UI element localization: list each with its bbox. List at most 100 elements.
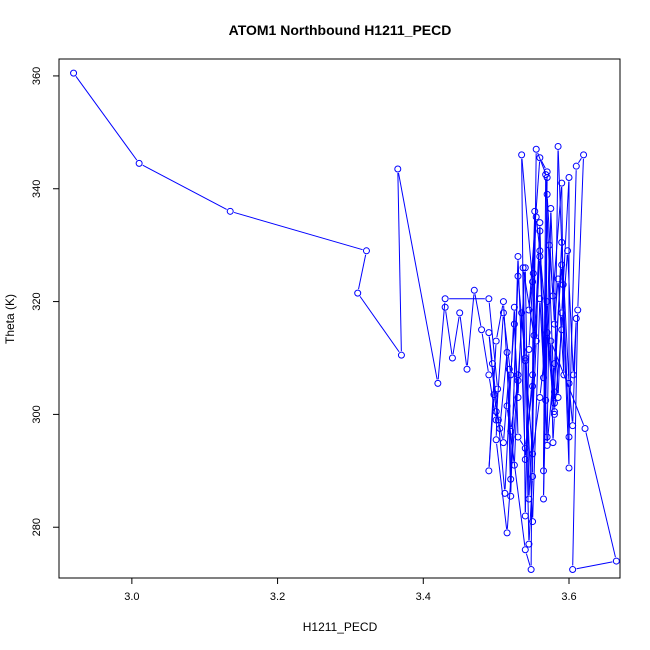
data-point bbox=[507, 492, 515, 500]
data-point bbox=[503, 529, 511, 537]
data-point bbox=[529, 472, 537, 480]
data-point bbox=[521, 354, 529, 362]
data-point bbox=[394, 165, 402, 173]
data-point bbox=[510, 320, 518, 328]
data-point bbox=[529, 371, 537, 379]
chart-title: ATOM1 Northbound H1211_PECD bbox=[229, 22, 452, 38]
data-point bbox=[550, 360, 558, 368]
series-segment bbox=[459, 316, 467, 366]
data-point bbox=[529, 450, 537, 458]
series-segment bbox=[398, 172, 438, 380]
data-point bbox=[543, 441, 551, 449]
data-point bbox=[503, 348, 511, 356]
x-tick-label: 3.4 bbox=[416, 591, 431, 603]
series-segment bbox=[541, 161, 546, 169]
y-tick-label: 340 bbox=[31, 180, 43, 198]
data-point bbox=[543, 190, 551, 198]
data-point bbox=[499, 309, 507, 317]
data-point bbox=[514, 433, 522, 441]
series-segment bbox=[524, 364, 533, 518]
series-segment bbox=[577, 158, 584, 307]
data-point bbox=[494, 385, 502, 393]
series-segment bbox=[568, 170, 577, 433]
data-point bbox=[550, 399, 558, 407]
data-point bbox=[558, 261, 566, 269]
data-point bbox=[554, 275, 562, 283]
series-segment bbox=[572, 314, 579, 566]
data-point bbox=[560, 371, 568, 379]
series-segment bbox=[552, 418, 555, 439]
series-segment bbox=[547, 336, 555, 388]
data-point bbox=[226, 207, 234, 215]
data-point bbox=[572, 162, 580, 170]
data-point bbox=[581, 425, 589, 433]
data-point bbox=[514, 272, 522, 280]
series-segment bbox=[499, 356, 508, 425]
data-point bbox=[456, 309, 464, 317]
x-axis-label: H1211_PECD bbox=[303, 620, 378, 634]
data-point bbox=[529, 269, 537, 277]
data-point bbox=[70, 69, 78, 77]
y-tick-label: 360 bbox=[31, 67, 43, 85]
data-point bbox=[554, 142, 562, 150]
series-segment bbox=[498, 423, 506, 490]
data-point bbox=[354, 289, 362, 297]
series-segment bbox=[142, 164, 227, 210]
data-point bbox=[514, 377, 522, 385]
data-point bbox=[565, 433, 573, 441]
data-point bbox=[543, 173, 551, 181]
series-segment bbox=[75, 76, 138, 161]
series-segment bbox=[521, 158, 533, 278]
series-segment bbox=[522, 271, 530, 541]
data-point bbox=[572, 315, 580, 322]
y-axis: 280 300 320 340 360 bbox=[31, 67, 60, 536]
y-axis-label: Theta (K) bbox=[3, 294, 17, 344]
data-point bbox=[525, 306, 533, 314]
data-point bbox=[580, 151, 588, 159]
data-point bbox=[507, 475, 515, 483]
series-segment bbox=[488, 336, 497, 408]
data-point bbox=[536, 252, 544, 260]
series-segment bbox=[561, 187, 565, 371]
series-segment bbox=[233, 211, 363, 251]
series-segment bbox=[525, 553, 531, 566]
data-point bbox=[492, 416, 500, 424]
data-point bbox=[559, 281, 567, 289]
series-segment bbox=[519, 440, 524, 446]
data-point bbox=[532, 337, 540, 345]
data-point bbox=[507, 371, 515, 379]
data-point bbox=[536, 393, 544, 401]
series-segment bbox=[578, 157, 582, 164]
data-point bbox=[550, 410, 558, 418]
series-segment bbox=[551, 344, 585, 425]
data-point bbox=[521, 444, 529, 452]
data-point bbox=[536, 295, 544, 303]
series-segment bbox=[546, 198, 555, 321]
series-segment bbox=[514, 328, 519, 394]
data-point bbox=[521, 357, 529, 365]
data-point bbox=[135, 159, 143, 167]
series-segment bbox=[585, 432, 616, 558]
data-point bbox=[549, 439, 557, 447]
x-axis: 3.0 3.2 3.4 3.6 bbox=[124, 577, 577, 603]
data-point bbox=[485, 295, 493, 303]
data-point bbox=[525, 540, 533, 548]
data-point bbox=[527, 566, 535, 574]
data-point bbox=[490, 391, 498, 399]
data-point bbox=[518, 151, 526, 159]
data-point bbox=[519, 264, 527, 272]
data-point bbox=[510, 303, 518, 311]
series-segment bbox=[554, 246, 563, 388]
series-segment bbox=[358, 254, 367, 290]
data-point bbox=[501, 489, 509, 497]
series-segment bbox=[503, 316, 511, 371]
data-point bbox=[499, 439, 507, 447]
data-point bbox=[494, 416, 502, 424]
series-segment bbox=[568, 387, 573, 422]
data-point bbox=[485, 329, 493, 337]
data-point bbox=[565, 173, 573, 181]
series-segment bbox=[452, 316, 460, 355]
data-point bbox=[485, 371, 493, 379]
data-point bbox=[397, 351, 405, 359]
